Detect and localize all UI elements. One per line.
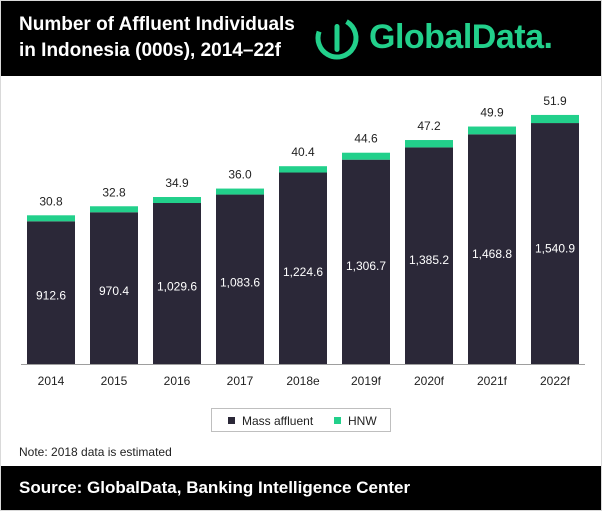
bar-mass-affluent xyxy=(342,159,390,364)
title-line-2: in Indonesia (000s), 2014–22f xyxy=(19,40,281,61)
legend-swatch-mass-affluent xyxy=(228,417,235,424)
data-label-hnw: 30.8 xyxy=(39,194,63,208)
bar-mass-affluent xyxy=(90,212,138,364)
x-tick-label: 2016 xyxy=(164,374,191,388)
x-tick-label: 2022f xyxy=(540,374,571,388)
data-label-hnw: 47.2 xyxy=(417,119,441,133)
data-label-mass-affluent: 1,468.8 xyxy=(472,247,512,261)
stacked-bar-chart: 912.6 30.8 2014 970.4 32.8 2015 1,029.6 34.9 201… xyxy=(21,94,585,388)
bar-hnw xyxy=(279,166,327,173)
x-tick-label: 2014 xyxy=(38,374,65,388)
data-label-hnw: 40.4 xyxy=(291,145,315,159)
x-tick-label: 2018e xyxy=(286,374,320,388)
x-tick-label: 2015 xyxy=(101,374,128,388)
data-label-mass-affluent: 1,540.9 xyxy=(535,241,575,255)
bar-hnw xyxy=(468,126,516,135)
data-label-mass-affluent: 970.4 xyxy=(99,284,129,298)
title-line-1: Number of Affluent Individuals xyxy=(19,14,295,35)
globaldata-logo: GlobalData. xyxy=(313,11,593,65)
bar-hnw xyxy=(216,188,264,195)
legend: Mass affluent HNW xyxy=(211,408,391,432)
bar-hnw xyxy=(531,114,579,124)
bar-mass-affluent xyxy=(27,221,75,364)
data-label-hnw: 34.9 xyxy=(165,176,189,190)
bar-hnw xyxy=(27,215,75,222)
data-label-mass-affluent: 912.6 xyxy=(36,289,66,303)
data-label-hnw: 32.8 xyxy=(102,185,126,199)
data-label-mass-affluent: 1,385.2 xyxy=(409,253,449,267)
bar-mass-affluent xyxy=(468,134,516,364)
chart-area: 912.6 30.8 2014 970.4 32.8 2015 1,029.6 34.9 201… xyxy=(1,76,601,408)
globaldata-logo-icon xyxy=(315,16,359,60)
data-label-mass-affluent: 1,306.7 xyxy=(346,259,386,273)
x-tick-label: 2020f xyxy=(414,374,445,388)
bar-mass-affluent xyxy=(216,194,264,364)
chart-title: Number of Affluent Individuals in Indone… xyxy=(19,12,319,64)
bar-mass-affluent xyxy=(279,172,327,364)
bar-mass-affluent xyxy=(405,147,453,364)
source-text: Source: GlobalData, Banking Intelligence… xyxy=(19,478,411,497)
bar-mass-affluent xyxy=(153,203,201,364)
data-label-mass-affluent: 1,029.6 xyxy=(157,280,197,294)
footer-bar: Source: GlobalData, Banking Intelligence… xyxy=(1,466,601,510)
footnote: Note: 2018 data is estimated xyxy=(19,445,172,459)
bar-hnw xyxy=(405,140,453,148)
x-tick-label: 2019f xyxy=(351,374,382,388)
data-label-hnw: 51.9 xyxy=(543,94,567,108)
bar-hnw xyxy=(342,152,390,160)
legend-label-mass-affluent: Mass affluent xyxy=(242,414,314,428)
data-label-hnw: 49.9 xyxy=(480,106,504,120)
logo-wordmark: GlobalData. xyxy=(369,18,553,56)
header-bar: Number of Affluent Individuals in Indone… xyxy=(1,1,601,76)
x-tick-label: 2021f xyxy=(477,374,508,388)
x-tick-label: 2017 xyxy=(227,374,254,388)
data-label-mass-affluent: 1,224.6 xyxy=(283,265,323,279)
bar-mass-affluent xyxy=(531,123,579,365)
data-label-mass-affluent: 1,083.6 xyxy=(220,276,260,290)
data-label-hnw: 44.6 xyxy=(354,132,378,146)
data-label-hnw: 36.0 xyxy=(228,168,252,182)
bar-hnw xyxy=(153,197,201,204)
legend-label-hnw: HNW xyxy=(348,414,377,428)
bar-hnw xyxy=(90,206,138,213)
legend-swatch-hnw xyxy=(334,417,341,424)
